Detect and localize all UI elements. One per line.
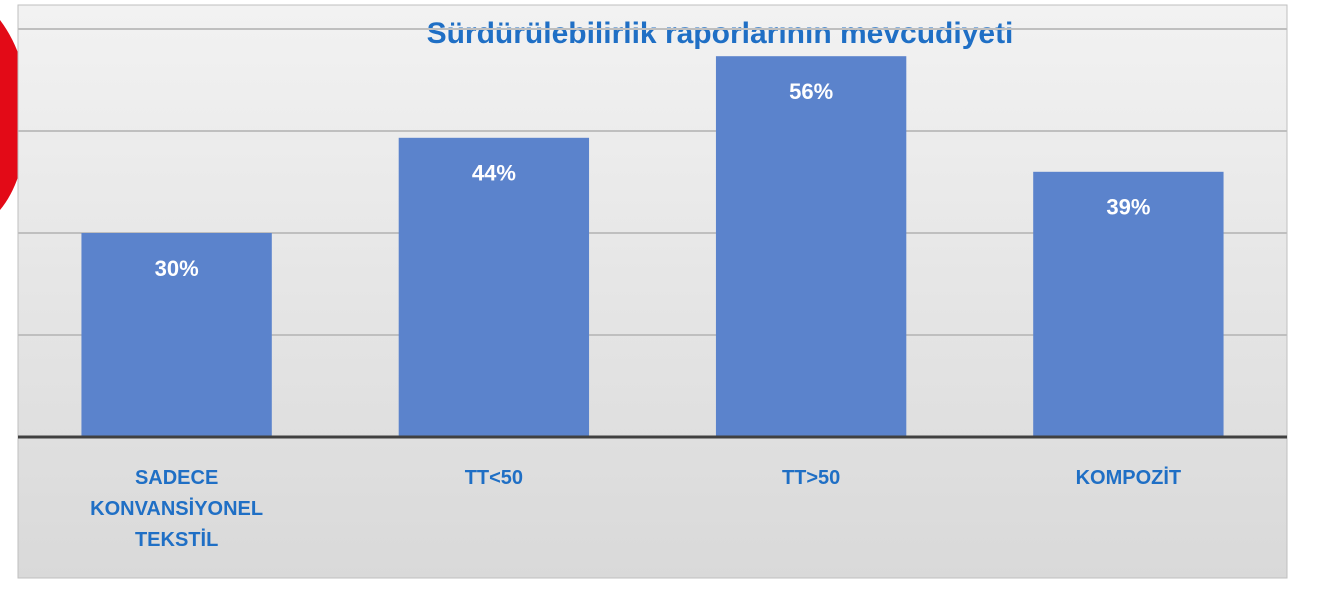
chart-title: Sürdürülebilirlik raporlarının mevcudiye… xyxy=(427,17,1014,50)
x-tick-label: TT<50 xyxy=(464,467,524,489)
value-label: 44% xyxy=(472,161,516,186)
bar xyxy=(81,233,272,437)
x-tick-label: SADECE KONVANSİYONEL TEKSTİL xyxy=(90,467,264,551)
value-label: 30% xyxy=(155,256,199,281)
x-tick-label: TT>50 xyxy=(781,467,841,489)
bar xyxy=(1033,171,1224,438)
bar xyxy=(715,56,907,437)
x-tick-label: KOMPOZİT xyxy=(1075,467,1182,489)
bar xyxy=(398,137,590,438)
value-label: 56% xyxy=(789,79,833,104)
value-label: 39% xyxy=(1106,195,1150,220)
